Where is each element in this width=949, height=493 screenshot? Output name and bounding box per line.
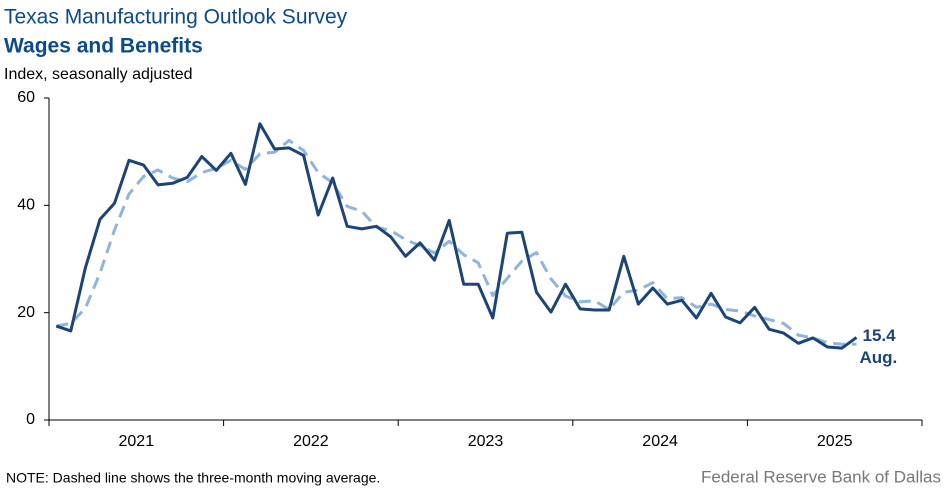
y-tick-label: 40 [17,197,35,214]
x-tick-label: 2021 [119,433,155,450]
y-tick-label: 0 [26,411,35,428]
x-tick-label: 2023 [468,433,504,450]
note: NOTE: Dashed line shows the three-month … [6,470,380,486]
y-tick-label: 60 [17,89,35,106]
chart-subtitle: Wages and Benefits [4,35,203,58]
x-tick-label: 2024 [642,433,678,450]
source: Federal Reserve Bank of Dallas [701,467,941,486]
moving-average-line [56,138,857,346]
y-axis-label: Index, seasonally adjusted [4,66,193,83]
annotation: Aug. [860,348,898,367]
y-tick-label: 20 [17,304,35,321]
chart-title: Texas Manufacturing Outlook Survey [4,6,348,29]
x-tick-label: 2025 [817,433,853,450]
index-line [55,122,858,350]
x-tick-label: 2022 [293,433,329,450]
data-label: 15.4 [863,326,897,345]
